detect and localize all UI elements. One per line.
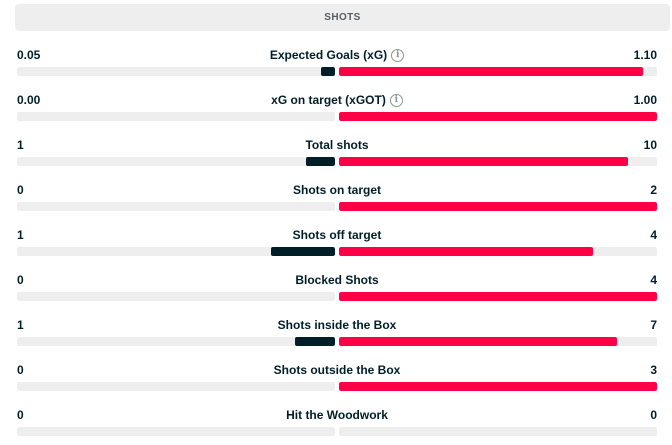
- home-value: 0.00: [17, 93, 41, 107]
- away-bar-track: [339, 292, 657, 301]
- away-bar-fill: [339, 247, 594, 256]
- away-value: 4: [650, 228, 657, 242]
- home-bar-fill: [295, 337, 335, 346]
- home-bar-fill: [321, 67, 335, 76]
- home-bar-track: [17, 427, 335, 436]
- stat-name: Shots on target: [292, 183, 381, 197]
- stat-row: 0 Shots outside the Box 3: [17, 355, 657, 400]
- home-bar-track: [17, 337, 335, 346]
- away-bar-track: [339, 337, 657, 346]
- away-bar-track: [339, 247, 657, 256]
- stat-name-wrap: Shots on target: [77, 183, 597, 197]
- home-bar-track: [17, 382, 335, 391]
- away-value: 2: [650, 183, 657, 197]
- stat-bars: [17, 157, 657, 166]
- stat-bars: [17, 382, 657, 391]
- stat-row: 1 Total shots 10: [17, 130, 657, 175]
- home-value: 0: [17, 183, 24, 197]
- stat-name-wrap: Shots inside the Box: [77, 318, 597, 332]
- info-icon[interactable]: i: [391, 48, 405, 62]
- stat-labels: 0.00 xG on target (xGOT) i 1.00: [17, 93, 657, 107]
- section-header-shots: SHOTS: [15, 4, 670, 31]
- stat-bars: [17, 112, 657, 121]
- away-value: 1.10: [633, 48, 657, 62]
- stat-name-wrap: xG on target (xGOT) i: [77, 93, 597, 107]
- stat-labels: 0 Hit the Woodwork 0: [17, 408, 657, 422]
- info-icon[interactable]: i: [389, 93, 403, 107]
- away-bar-track: [339, 427, 657, 436]
- away-value: 0: [650, 408, 657, 422]
- stat-bars: [17, 202, 657, 211]
- stat-row: 1 Shots inside the Box 7: [17, 310, 657, 355]
- away-bar-fill: [339, 202, 657, 211]
- away-value: 1.00: [633, 93, 657, 107]
- stat-name: Total shots: [305, 138, 369, 152]
- stat-labels: 0.05 Expected Goals (xG) i 1.10: [17, 48, 657, 62]
- stat-bars: [17, 337, 657, 346]
- stat-bars: [17, 67, 657, 76]
- stat-name: Shots outside the Box: [273, 363, 401, 377]
- away-value: 10: [643, 138, 657, 152]
- home-bar-track: [17, 157, 335, 166]
- stat-name-wrap: Shots outside the Box: [77, 363, 597, 377]
- stats-list: 0.05 Expected Goals (xG) i 1.10 0.00 xG …: [17, 40, 657, 445]
- stat-bars: [17, 427, 657, 436]
- stat-bars: [17, 292, 657, 301]
- home-bar-track: [17, 202, 335, 211]
- home-bar-track: [17, 292, 335, 301]
- stat-name-wrap: Hit the Woodwork: [77, 408, 597, 422]
- stat-row: 0.00 xG on target (xGOT) i 1.00: [17, 85, 657, 130]
- home-bar-track: [17, 67, 335, 76]
- away-bar-track: [339, 112, 657, 121]
- stat-name-wrap: Blocked Shots: [77, 273, 597, 287]
- stat-name: Expected Goals (xG): [269, 48, 388, 62]
- away-bar-fill: [339, 292, 657, 301]
- stat-name: Shots inside the Box: [277, 318, 397, 332]
- stat-labels: 0 Blocked Shots 4: [17, 273, 657, 287]
- stat-labels: 1 Total shots 10: [17, 138, 657, 152]
- home-value: 0: [17, 408, 24, 422]
- stat-row: 0 Hit the Woodwork 0: [17, 400, 657, 445]
- home-value: 0.05: [17, 48, 41, 62]
- stat-name-wrap: Expected Goals (xG) i: [77, 48, 597, 62]
- away-bar-fill: [339, 67, 644, 76]
- away-bar-track: [339, 202, 657, 211]
- stat-name-wrap: Total shots: [77, 138, 597, 152]
- home-value: 1: [17, 138, 24, 152]
- stat-row: 0 Shots on target 2: [17, 175, 657, 220]
- away-bar-fill: [339, 337, 618, 346]
- stat-bars: [17, 247, 657, 256]
- home-value: 0: [17, 273, 24, 287]
- stat-labels: 1 Shots off target 4: [17, 228, 657, 242]
- away-bar-track: [339, 382, 657, 391]
- stat-row: 0.05 Expected Goals (xG) i 1.10: [17, 40, 657, 85]
- stat-labels: 0 Shots on target 2: [17, 183, 657, 197]
- home-bar-track: [17, 247, 335, 256]
- stat-labels: 1 Shots inside the Box 7: [17, 318, 657, 332]
- away-bar-fill: [339, 112, 657, 121]
- away-value: 3: [650, 363, 657, 377]
- stat-name: Blocked Shots: [295, 273, 379, 287]
- home-value: 1: [17, 228, 24, 242]
- home-value: 1: [17, 318, 24, 332]
- stat-name: Shots off target: [292, 228, 382, 242]
- stat-name-wrap: Shots off target: [77, 228, 597, 242]
- home-bar-fill: [271, 247, 335, 256]
- home-value: 0: [17, 363, 24, 377]
- away-bar-fill: [339, 382, 657, 391]
- stat-name: Hit the Woodwork: [286, 408, 388, 422]
- section-title: SHOTS: [324, 12, 361, 23]
- away-value: 4: [650, 273, 657, 287]
- stat-name: xG on target (xGOT): [271, 93, 386, 107]
- stat-labels: 0 Shots outside the Box 3: [17, 363, 657, 377]
- away-bar-fill: [339, 157, 629, 166]
- away-bar-track: [339, 157, 657, 166]
- stat-row: 0 Blocked Shots 4: [17, 265, 657, 310]
- stat-row: 1 Shots off target 4: [17, 220, 657, 265]
- away-value: 7: [650, 318, 657, 332]
- away-bar-track: [339, 67, 657, 76]
- home-bar-track: [17, 112, 335, 121]
- home-bar-fill: [306, 157, 335, 166]
